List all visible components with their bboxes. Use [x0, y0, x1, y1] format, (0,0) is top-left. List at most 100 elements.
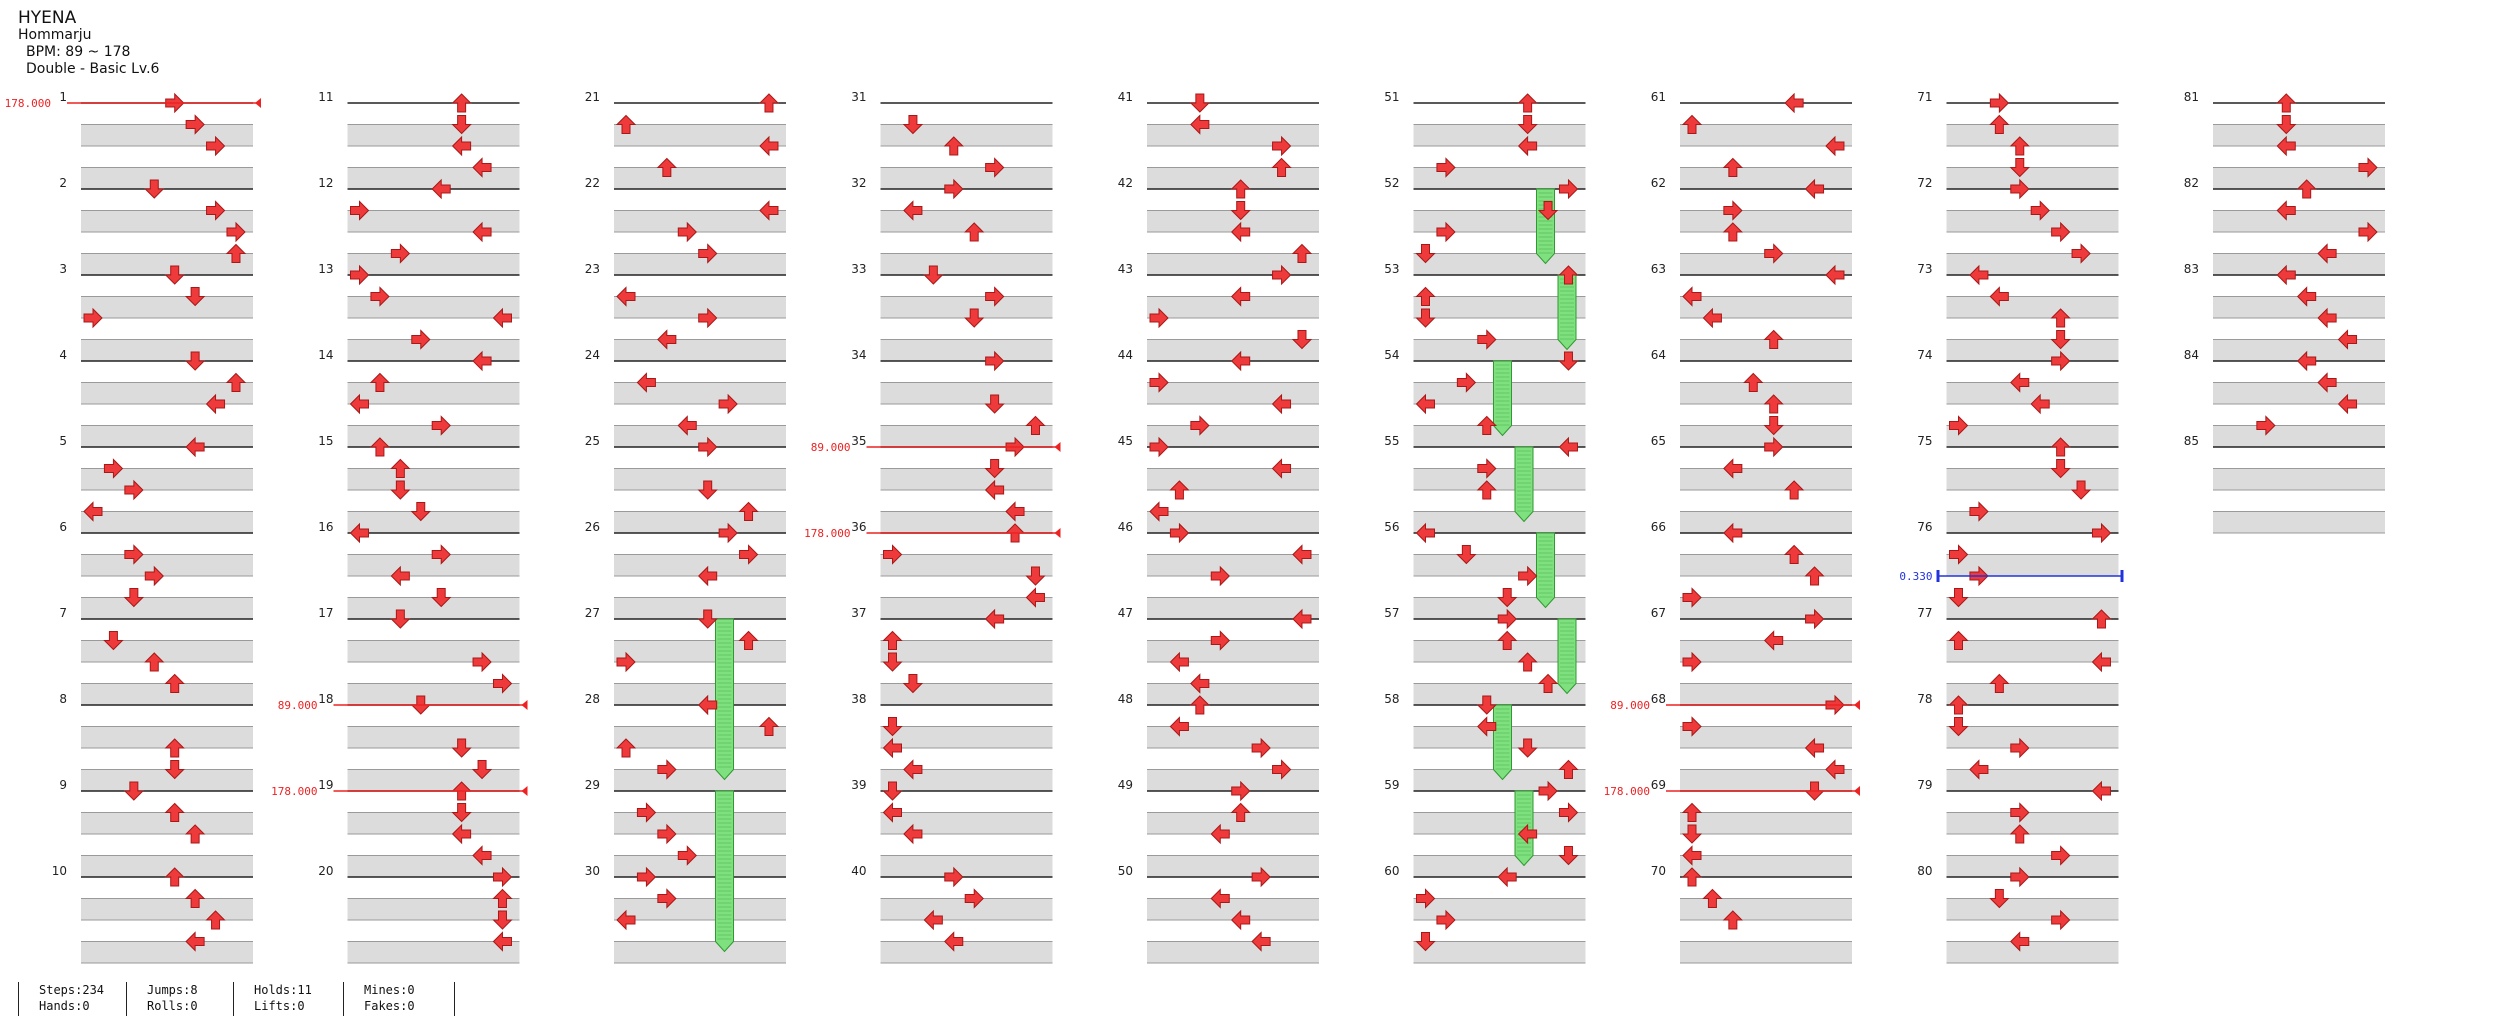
- beat-stripe: [81, 210, 253, 232]
- arrow-note: [226, 221, 246, 243]
- arrow-shape: [1169, 651, 1189, 673]
- arrow-note: [472, 221, 492, 243]
- arrow-shape: [1210, 888, 1230, 909]
- arrow-shape: [677, 415, 697, 436]
- arrow-note: [1415, 393, 1435, 415]
- arrow-shape: [1416, 888, 1436, 909]
- beat-stripe: [1680, 339, 1852, 361]
- arrow-note: [2070, 480, 2092, 500]
- arrow-shape: [2276, 93, 2297, 113]
- arrow-note: [903, 759, 923, 780]
- hold-note: [1493, 360, 1512, 437]
- arrow-shape: [718, 393, 738, 415]
- measure-number: 25: [585, 434, 600, 448]
- measure-number: 41: [1118, 90, 1133, 104]
- arrow-shape: [1763, 416, 1784, 436]
- arrow-note: [615, 114, 637, 134]
- beat-stripe: [2213, 382, 2385, 404]
- beat-stripe: [1147, 898, 1319, 920]
- arrow-note: [944, 931, 964, 952]
- measure: 37: [851, 606, 1053, 706]
- arrow-shape: [1272, 264, 1292, 286]
- arrow-shape: [1681, 824, 1703, 844]
- arrow-note: [923, 909, 943, 931]
- beat-stripe: [2213, 124, 2385, 146]
- beat-stripe: [614, 511, 786, 533]
- arrow-shape: [1517, 93, 1538, 113]
- arrow-shape: [206, 135, 226, 157]
- arrow-note: [1804, 178, 1825, 200]
- beat-stripe: [1147, 253, 1319, 275]
- arrow-shape: [882, 802, 902, 823]
- arrow-shape: [1702, 307, 1722, 329]
- measure: 9: [59, 778, 253, 878]
- arrow-note: [1804, 737, 1825, 759]
- measure: 75: [1917, 434, 2119, 534]
- arrow-note: [1825, 264, 1845, 286]
- beat-stripe: [880, 769, 1053, 791]
- arrow-note: [1496, 588, 1518, 608]
- arrow-note: [451, 115, 472, 135]
- measure: 57: [1384, 606, 1586, 706]
- measure-number: 47: [1118, 606, 1133, 620]
- arrow-shape: [390, 480, 411, 500]
- arrow-note: [1537, 673, 1559, 693]
- arrow-shape: [451, 93, 472, 113]
- arrow-note: [1989, 114, 2010, 134]
- arrow-note: [739, 544, 759, 565]
- arrow-note: [124, 544, 144, 565]
- measure: 78: [1917, 692, 2119, 792]
- arrow-shape: [350, 200, 370, 221]
- beat-stripe: [880, 511, 1053, 533]
- arrow-shape: [1948, 630, 1969, 650]
- beat-stripe: [2213, 425, 2385, 447]
- beat-stripe: [880, 382, 1053, 404]
- beat-stripe: [614, 898, 786, 920]
- hold-note: [1536, 188, 1555, 265]
- beat-stripe: [1680, 812, 1852, 834]
- arrow-shape: [451, 738, 472, 758]
- arrow-note: [431, 415, 451, 436]
- arrow-note: [902, 115, 924, 135]
- arrow-note: [1682, 286, 1702, 307]
- arrow-note: [698, 436, 718, 458]
- arrow-shape: [1415, 244, 1436, 264]
- measure: 5: [59, 434, 253, 534]
- arrow-note: [882, 737, 902, 759]
- arrow-shape: [1436, 221, 1456, 243]
- beat-stripe: [1946, 683, 2119, 705]
- beat-stripe: [1413, 683, 1586, 705]
- beat-stripe: [1680, 855, 1852, 877]
- measure-number: 65: [1651, 434, 1666, 448]
- arrow-shape: [2010, 931, 2030, 952]
- bpm-label: 89.000: [1610, 699, 1650, 712]
- beat-stripe: [1147, 382, 1319, 404]
- arrow-shape: [1805, 608, 1825, 630]
- beat-stripe: [1946, 855, 2119, 877]
- arrow-note: [1476, 695, 1497, 715]
- arrow-note: [492, 888, 513, 908]
- arrow-note: [390, 458, 411, 478]
- arrow-shape: [2337, 393, 2358, 415]
- arrow-note: [1230, 909, 1251, 931]
- arrow-shape: [657, 329, 677, 350]
- measure-number: 74: [1917, 348, 1932, 362]
- bpm-label: 89.000: [278, 699, 318, 712]
- arrow-note: [164, 760, 185, 780]
- measure: 46: [1118, 520, 1319, 620]
- arrow-shape: [657, 759, 677, 780]
- stat-line: Rolls:0: [147, 999, 198, 1013]
- arrow-shape: [883, 544, 903, 565]
- arrow-note: [185, 114, 205, 135]
- arrow-shape: [2276, 115, 2297, 135]
- arrow-note: [1190, 673, 1210, 694]
- arrow-shape: [411, 329, 431, 350]
- measure-number: 2: [59, 176, 67, 190]
- measure: 65: [1651, 434, 1852, 534]
- measure: 14: [318, 348, 520, 448]
- measure-number: 24: [585, 348, 600, 362]
- arrow-note: [2276, 115, 2297, 135]
- measure: 40: [851, 864, 1053, 964]
- measure: 81: [2184, 90, 2385, 190]
- beat-stripe: [1680, 382, 1852, 404]
